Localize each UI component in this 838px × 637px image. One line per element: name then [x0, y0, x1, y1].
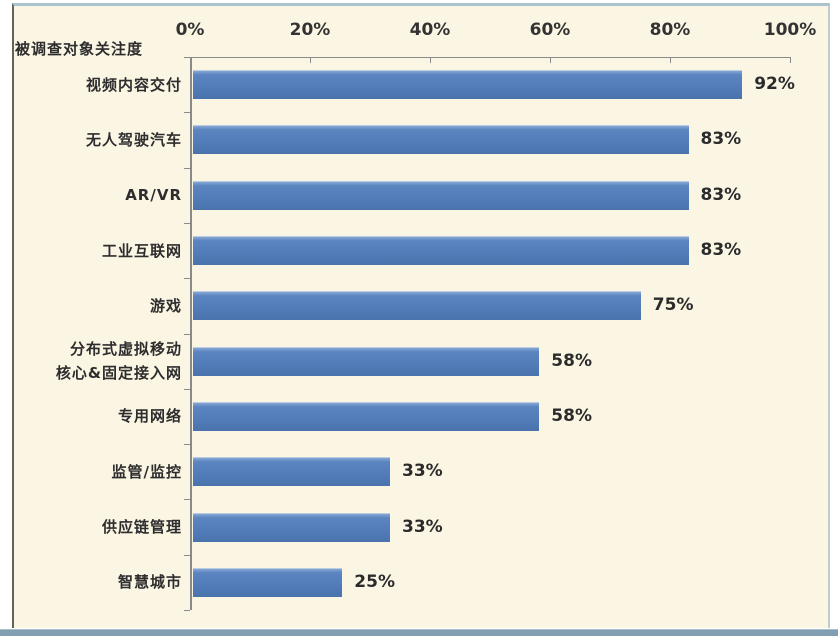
bar	[193, 236, 689, 265]
bar	[193, 401, 540, 431]
x-axis-tick-mark	[310, 57, 311, 63]
category-label: 智慧城市	[117, 573, 182, 592]
bar	[193, 291, 641, 321]
y-axis-tick-mark	[184, 499, 190, 501]
y-axis-tick-mark	[184, 222, 190, 224]
category-label: 专用网络	[117, 407, 182, 426]
y-axis-tick-mark	[184, 167, 190, 169]
y-axis-tick-mark	[184, 554, 190, 556]
y-axis-tick-mark	[184, 112, 190, 114]
value-label: 83%	[700, 184, 742, 205]
x-axis-tick-mark	[430, 57, 431, 63]
bar	[193, 567, 343, 597]
chart-title: 被调查对象关注度	[15, 40, 144, 58]
bar	[193, 125, 689, 155]
category-label: AR/VR	[125, 186, 182, 205]
category-label: 工业互联网	[101, 241, 182, 260]
x-axis-tick-label: 40%	[409, 20, 451, 40]
y-axis-tick-mark	[184, 388, 190, 390]
x-axis-tick-label: 20%	[289, 20, 331, 40]
category-label: 无人驾驶汽车	[85, 130, 182, 149]
value-label: 33%	[402, 461, 443, 482]
category-label: 监管/监控	[111, 462, 182, 481]
bar	[193, 457, 390, 487]
x-axis-tick-label: 0%	[175, 20, 205, 40]
y-axis-tick-mark	[184, 278, 190, 280]
value-label: 83%	[700, 129, 742, 150]
category-label: 视频内容交付	[85, 75, 182, 94]
y-axis-tick-mark	[184, 333, 190, 335]
x-axis-tick-mark	[790, 57, 791, 63]
category-label: 分布式虚拟移动 核心&固定接入网	[55, 340, 182, 383]
value-label: 83%	[700, 240, 742, 260]
value-label: 92%	[754, 74, 795, 95]
y-axis-tick-mark	[184, 57, 190, 58]
bar	[193, 512, 390, 542]
y-axis-tick-mark	[184, 444, 190, 446]
bar	[193, 70, 743, 100]
value-label: 75%	[652, 295, 694, 316]
y-axis-line	[190, 57, 192, 610]
value-label: 33%	[402, 516, 443, 537]
category-label: 供应链管理	[101, 518, 182, 536]
x-axis-tick-label: 80%	[649, 20, 691, 40]
value-label: 25%	[354, 571, 395, 592]
value-label: 58%	[551, 405, 592, 426]
category-label: 游戏	[149, 296, 182, 315]
x-axis-tick-label: 60%	[529, 20, 571, 40]
value-label: 58%	[551, 350, 592, 371]
x-axis-tick-label: 100%	[763, 20, 817, 40]
bar	[193, 346, 540, 376]
x-axis-line	[190, 57, 790, 58]
bar	[193, 180, 689, 210]
bottom-divider	[0, 629, 838, 636]
x-axis-tick-mark	[550, 57, 551, 63]
x-axis-tick-mark	[670, 57, 671, 63]
y-axis-tick-mark	[184, 610, 190, 611]
